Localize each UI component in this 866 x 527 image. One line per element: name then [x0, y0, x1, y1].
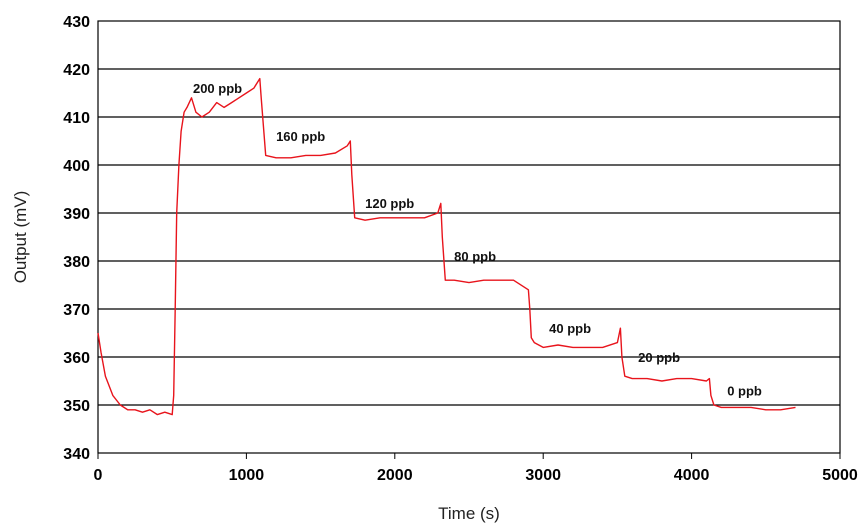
concentration-label: 200 ppb	[193, 81, 242, 96]
y-tick-label: 370	[63, 302, 90, 319]
y-tick-label: 410	[63, 110, 90, 127]
x-tick-label: 3000	[525, 467, 561, 484]
y-tick-label: 350	[63, 398, 90, 415]
x-tick-label: 2000	[377, 467, 413, 484]
x-tick-label: 4000	[674, 467, 710, 484]
x-tick-label: 1000	[229, 467, 265, 484]
y-tick-label: 380	[63, 254, 90, 271]
y-tick-label: 360	[63, 350, 90, 367]
x-tick-label: 5000	[822, 467, 858, 484]
plot-area-border	[97, 20, 841, 454]
annotations: 200 ppb 160 ppb 120 ppb 80 ppb 40 ppb 20 ppb 0…	[193, 81, 762, 398]
concentration-label: 160 ppb	[276, 129, 325, 144]
concentration-label: 20 ppb	[638, 350, 680, 365]
concentration-label: 120 ppb	[365, 196, 414, 211]
x-tick-label: 0	[94, 467, 103, 484]
y-tick-label: 400	[63, 158, 90, 175]
x-axis-ticks: 0 1000 2000 3000 4000 5000	[94, 453, 858, 484]
y-tick-label: 390	[63, 206, 90, 223]
concentration-label: 0 ppb	[727, 383, 762, 398]
concentration-label: 40 ppb	[549, 321, 591, 336]
y-tick-label: 340	[63, 446, 90, 463]
y-tick-label: 420	[63, 62, 90, 79]
concentration-label: 80 ppb	[454, 249, 496, 264]
grid-lines	[98, 68, 840, 406]
y-axis-ticks: 340 350 360 370 380 390 400 410 420 430	[63, 14, 90, 463]
series-line	[97, 77, 796, 416]
y-axis-title: Output (mV)	[11, 191, 30, 284]
x-axis-title: Time (s)	[438, 504, 500, 523]
y-tick-label: 430	[63, 14, 90, 31]
